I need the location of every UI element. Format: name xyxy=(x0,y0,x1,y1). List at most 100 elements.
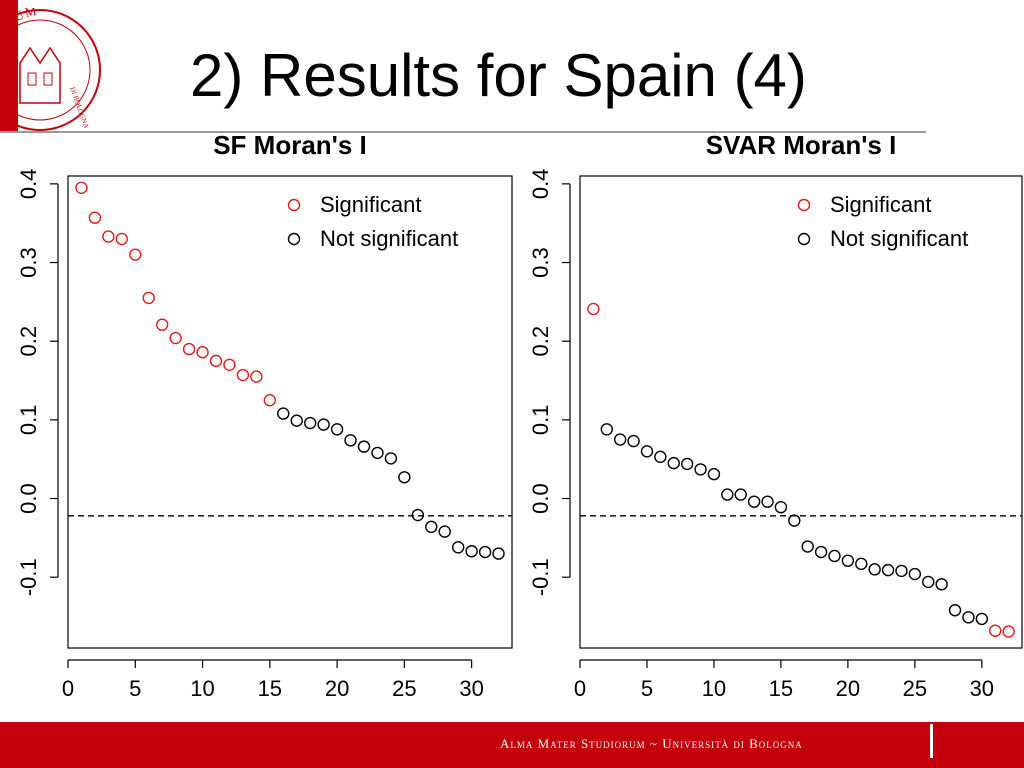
data-point-not-significant xyxy=(761,495,774,508)
data-point-significant xyxy=(250,370,263,383)
chart-title: SVAR Moran's I xyxy=(706,134,897,160)
data-point-significant xyxy=(209,354,223,368)
x-tick-label: 5 xyxy=(641,676,653,701)
data-point-not-significant xyxy=(398,471,411,484)
plot-frame xyxy=(579,175,1023,649)
x-tick-label: 30 xyxy=(459,676,483,701)
data-point-not-significant xyxy=(975,612,989,626)
data-point-significant xyxy=(1002,625,1015,638)
y-tick-label: 0.2 xyxy=(528,326,553,357)
data-point-significant xyxy=(88,211,102,224)
data-point-not-significant xyxy=(384,452,398,465)
data-point-significant xyxy=(115,232,129,246)
title-divider xyxy=(0,131,926,133)
legend-label: Significant xyxy=(320,192,422,217)
data-point-not-significant xyxy=(774,500,788,514)
x-tick-label: 15 xyxy=(258,676,282,701)
x-tick-label: 0 xyxy=(574,676,586,701)
legend-label: Not significant xyxy=(320,226,458,251)
x-tick-label: 5 xyxy=(129,676,141,701)
data-point-not-significant xyxy=(640,445,654,458)
x-tick-label: 10 xyxy=(702,676,726,701)
data-point-not-significant xyxy=(357,440,371,453)
data-point-not-significant xyxy=(895,564,908,578)
legend-marker xyxy=(287,198,301,212)
data-point-not-significant xyxy=(908,567,922,581)
charts-area: SF Moran's I -0.1 0.0 0.1 0.2 0.3 0.4 0 5 10 15 20 2… xyxy=(16,134,1023,701)
data-point-significant xyxy=(155,318,169,331)
data-point-not-significant xyxy=(451,541,465,554)
data-point-significant xyxy=(182,342,196,356)
data-point-significant xyxy=(236,368,250,382)
data-point-not-significant xyxy=(303,416,317,430)
x-tick-label: 0 xyxy=(62,676,74,701)
data-point-not-significant xyxy=(841,554,855,567)
footer-bar: Alma Mater Studiorum ~ Università di Bol… xyxy=(0,722,1024,768)
y-tick-label: 0.4 xyxy=(16,169,41,200)
footer-text: Alma Mater Studiorum ~ Università di Bol… xyxy=(500,736,803,751)
data-point-not-significant xyxy=(600,423,613,436)
data-point-not-significant xyxy=(694,463,707,476)
x-tick-label: 10 xyxy=(190,676,214,701)
data-point-not-significant xyxy=(478,545,492,559)
data-point-not-significant xyxy=(922,575,935,589)
legend-marker xyxy=(287,232,301,246)
university-seal-logo: STUDIORUM DI BOLOGNA xyxy=(0,8,101,131)
data-point-not-significant xyxy=(667,456,680,470)
data-point-not-significant xyxy=(654,450,667,464)
data-point-not-significant xyxy=(814,545,828,559)
data-point-not-significant xyxy=(425,520,438,534)
footer-divider xyxy=(930,724,933,758)
y-tick-label: 0.1 xyxy=(16,405,41,436)
data-point-significant xyxy=(263,394,277,407)
x-tick-label: 20 xyxy=(325,676,349,701)
data-point-significant xyxy=(102,230,115,243)
data-point-significant xyxy=(75,181,88,194)
legend-marker xyxy=(797,198,811,212)
data-point-not-significant xyxy=(948,604,962,617)
legend-label: Not significant xyxy=(830,226,968,251)
data-point-not-significant xyxy=(881,563,895,577)
data-point-not-significant xyxy=(788,514,801,527)
y-tick-label: 0.2 xyxy=(16,326,41,357)
data-point-not-significant xyxy=(290,414,303,427)
plot-frame xyxy=(67,175,513,649)
data-point-significant xyxy=(587,302,600,316)
data-point-not-significant xyxy=(317,418,330,431)
x-tick-label: 30 xyxy=(970,676,994,701)
data-point-not-significant xyxy=(411,508,425,522)
data-point-not-significant xyxy=(330,423,344,436)
x-tick-label: 25 xyxy=(392,676,416,701)
data-point-significant xyxy=(196,346,209,359)
data-point-not-significant xyxy=(828,549,841,563)
x-tick-label: 20 xyxy=(836,676,860,701)
data-point-not-significant xyxy=(855,557,868,571)
data-point-not-significant xyxy=(344,434,357,447)
y-tick-label: 0.4 xyxy=(528,169,553,200)
data-point-not-significant xyxy=(680,457,694,471)
data-point-significant xyxy=(223,358,236,372)
data-point-not-significant xyxy=(734,488,747,501)
y-tick-label: -0.1 xyxy=(16,558,41,596)
slide-title: 2) Results for Spain (4) xyxy=(190,42,807,109)
data-point-not-significant xyxy=(613,433,627,446)
data-point-not-significant xyxy=(438,525,451,538)
y-tick-label: -0.1 xyxy=(528,558,553,596)
data-point-not-significant xyxy=(962,611,975,624)
y-tick-label: 0.3 xyxy=(528,247,553,278)
data-point-not-significant xyxy=(801,540,814,553)
x-tick-label: 15 xyxy=(769,676,793,701)
data-point-not-significant xyxy=(277,407,290,420)
svar-morans-i-chart: SVAR Moran's I -0.1 0.0 0.1 0.2 0.3 0.4 0 5 10 15 2… xyxy=(528,134,1023,701)
data-point-significant xyxy=(989,624,1002,637)
data-point-not-significant xyxy=(371,446,384,460)
data-point-significant xyxy=(142,291,155,305)
data-point-not-significant xyxy=(721,488,734,501)
data-point-not-significant xyxy=(492,547,505,560)
y-tick-label: 0.0 xyxy=(528,483,553,514)
brand-red-bar xyxy=(0,0,18,132)
sf-morans-i-chart: SF Moran's I -0.1 0.0 0.1 0.2 0.3 0.4 0 5 10 15 20 2… xyxy=(16,134,513,701)
data-point-not-significant xyxy=(747,495,761,508)
y-tick-label: 0.0 xyxy=(16,483,41,514)
data-point-significant xyxy=(169,331,182,345)
